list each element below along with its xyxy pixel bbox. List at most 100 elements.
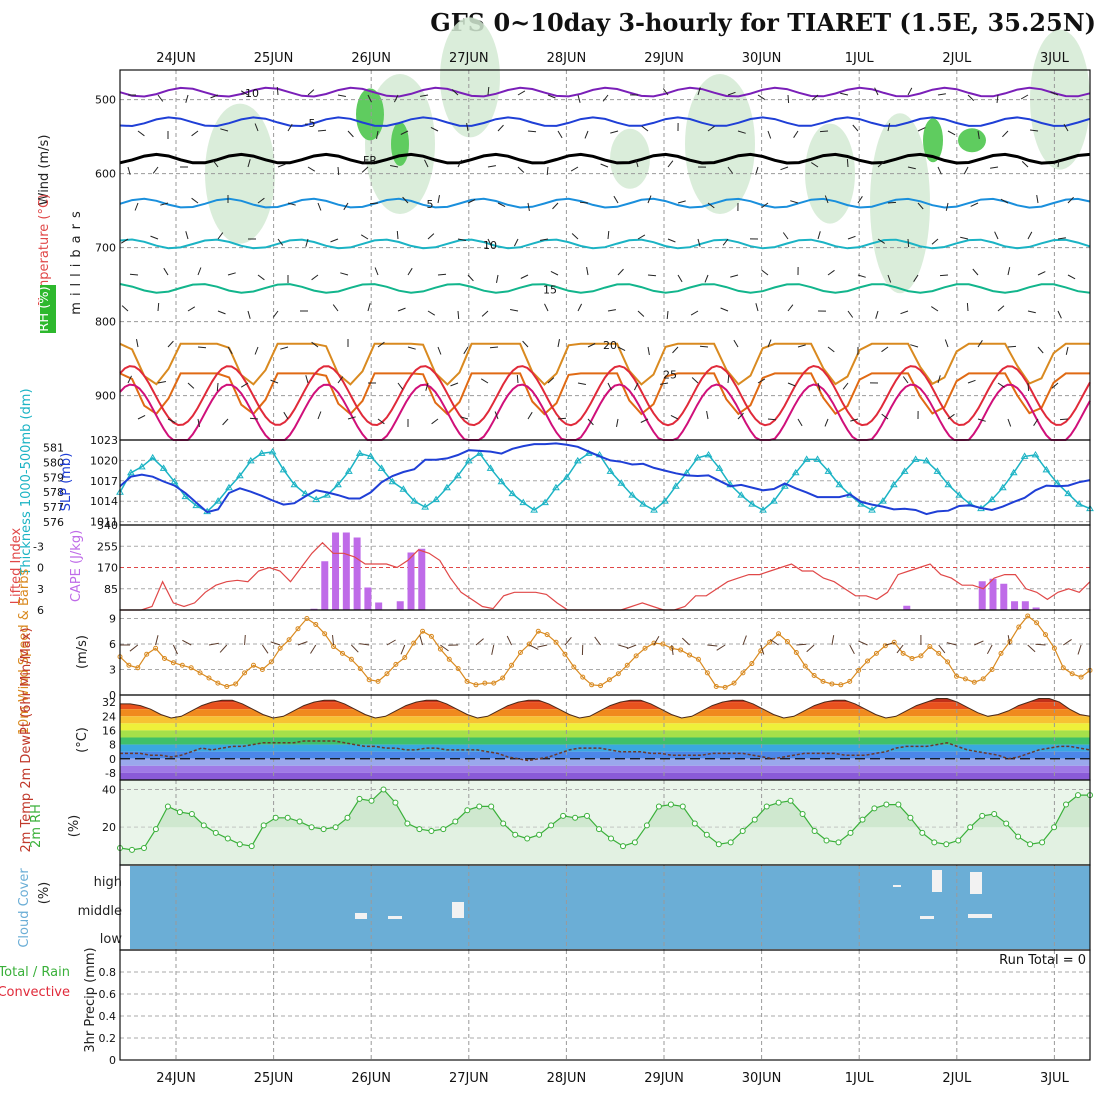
wind-barb bbox=[121, 305, 129, 312]
wind-barb bbox=[697, 87, 701, 96]
cape-tick: 85 bbox=[104, 583, 118, 596]
wind-barb bbox=[947, 130, 956, 136]
cape-tick: 170 bbox=[97, 562, 118, 575]
wind-speed-point bbox=[820, 678, 826, 684]
wind-speed-point bbox=[250, 662, 256, 668]
rh-point bbox=[751, 816, 758, 823]
cloud-cover-unit: (%) bbox=[37, 882, 52, 905]
wind-barb bbox=[640, 418, 649, 423]
rh-point bbox=[895, 801, 902, 808]
wind-barb bbox=[1002, 130, 1009, 138]
surface-barb bbox=[681, 637, 690, 646]
wind-barb bbox=[617, 346, 626, 352]
rh-high-shading bbox=[391, 122, 409, 166]
wind-barb bbox=[197, 267, 202, 276]
date-label-top: 25JUN bbox=[254, 51, 294, 66]
wind-speed-point bbox=[998, 650, 1004, 656]
wind-barb bbox=[937, 375, 941, 384]
wind-barb bbox=[647, 274, 657, 277]
isotherm bbox=[119, 283, 1091, 294]
wind-speed-point bbox=[571, 664, 577, 670]
wind-barb bbox=[850, 418, 859, 422]
surface-barb bbox=[716, 644, 726, 651]
wind-barb bbox=[616, 418, 619, 427]
wind-barb bbox=[607, 230, 610, 240]
wind-speed-point bbox=[277, 645, 283, 651]
wind-barb bbox=[227, 346, 233, 355]
date-label-bottom: 24JUN bbox=[156, 1071, 196, 1086]
wind-barb bbox=[367, 303, 371, 312]
thickness-point bbox=[824, 467, 833, 474]
wind-barb bbox=[1065, 346, 1069, 355]
wind-speed-point bbox=[455, 666, 461, 672]
rh-point bbox=[141, 845, 147, 851]
wind-speed-point bbox=[606, 677, 612, 683]
wind-speed-point bbox=[980, 676, 986, 682]
cloud-bar bbox=[893, 885, 901, 887]
wind-barb bbox=[780, 166, 789, 171]
rh-point bbox=[308, 824, 315, 831]
wind-barb bbox=[972, 268, 979, 276]
wind-barb bbox=[1036, 195, 1039, 204]
surface-barb bbox=[310, 644, 317, 654]
wind-barb bbox=[460, 416, 469, 420]
wind-barb bbox=[691, 377, 699, 384]
li-tick: -3 bbox=[33, 540, 44, 553]
wind-barb bbox=[136, 339, 139, 348]
rh-point bbox=[1039, 839, 1046, 846]
thickness-point bbox=[639, 500, 648, 507]
wind-barb bbox=[487, 238, 492, 247]
thickness-point bbox=[410, 497, 419, 504]
rh-point bbox=[596, 826, 602, 833]
wind-barb bbox=[617, 268, 624, 276]
wind-barb bbox=[220, 128, 229, 132]
thickness-point bbox=[1064, 489, 1073, 497]
cloud-bar bbox=[932, 870, 942, 892]
surface-barb bbox=[537, 644, 548, 648]
wind-barb bbox=[247, 159, 251, 168]
thickness-point bbox=[573, 456, 582, 464]
wind-barb bbox=[557, 130, 563, 139]
wind-barb bbox=[1021, 161, 1029, 168]
wind-speed-point bbox=[179, 662, 185, 668]
wind-barb bbox=[222, 418, 229, 426]
rh-point bbox=[991, 811, 998, 817]
wind-barb bbox=[587, 343, 596, 348]
wind-barb bbox=[917, 127, 926, 132]
cloud-bar bbox=[970, 872, 982, 894]
cape-tick: 255 bbox=[97, 540, 118, 553]
cape-bar bbox=[321, 561, 329, 610]
wind-barb bbox=[967, 94, 975, 101]
wind-speed-point bbox=[233, 681, 239, 687]
wind-barb bbox=[317, 202, 322, 211]
wind-barb bbox=[824, 195, 829, 204]
wind-barb bbox=[347, 130, 354, 138]
rh-point bbox=[799, 811, 806, 817]
wind-speed-point bbox=[731, 680, 737, 686]
rh-point bbox=[775, 799, 782, 806]
wind-barb bbox=[730, 274, 739, 278]
wind-barb bbox=[960, 236, 969, 240]
wind-barb bbox=[1037, 271, 1046, 276]
pressure-tick: 900 bbox=[95, 390, 116, 403]
wind-barb bbox=[127, 375, 132, 384]
wind-barb bbox=[817, 231, 821, 240]
surface-barb bbox=[270, 641, 281, 646]
wind-barb bbox=[272, 310, 279, 318]
thickness-tick: 577 bbox=[43, 501, 64, 514]
wind-barb bbox=[360, 234, 369, 240]
cape-bar bbox=[407, 552, 415, 610]
rh-tick: 40 bbox=[102, 783, 116, 796]
thickness-point bbox=[737, 491, 746, 498]
thickness-point bbox=[225, 483, 233, 491]
wind-barb bbox=[577, 382, 586, 385]
wind-barb bbox=[390, 165, 399, 168]
wind-barb bbox=[397, 382, 404, 390]
rh-shading bbox=[870, 113, 930, 294]
wind-barb bbox=[761, 202, 769, 209]
wind-speed-point bbox=[793, 650, 799, 655]
surface-barb bbox=[594, 636, 601, 646]
thickness-point bbox=[388, 477, 397, 485]
cape-bar bbox=[1021, 601, 1029, 610]
